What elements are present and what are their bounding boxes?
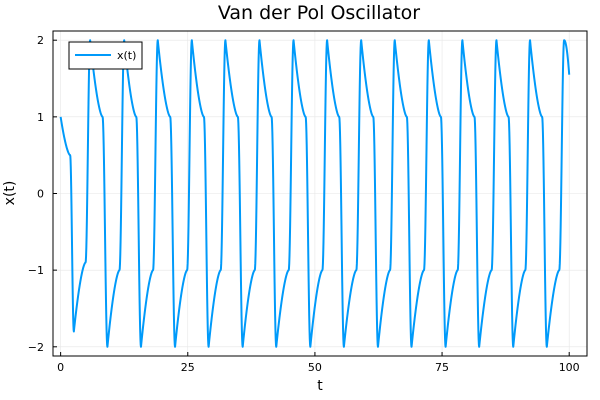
y-axis-title: x(t) bbox=[2, 181, 18, 206]
x-tick-label: 100 bbox=[559, 361, 580, 374]
x-axis-title: t bbox=[317, 378, 323, 394]
legend-label: x(t) bbox=[117, 49, 136, 62]
grid bbox=[53, 31, 587, 356]
y-tick-label: 2 bbox=[37, 34, 44, 47]
x-axis: 0 25 50 75 100 bbox=[57, 352, 580, 374]
y-axis: −2 −1 0 1 2 bbox=[28, 34, 57, 354]
series-line-x-t bbox=[59, 39, 571, 348]
x-tick-label: 25 bbox=[181, 361, 195, 374]
y-tick-label: 0 bbox=[37, 188, 44, 201]
legend: x(t) bbox=[68, 41, 143, 70]
x-tick-label: 50 bbox=[308, 361, 322, 374]
y-tick-label: −1 bbox=[28, 264, 44, 277]
y-tick-label: 1 bbox=[37, 111, 44, 124]
chart-title: Van der Pol Oscillator bbox=[218, 2, 420, 24]
x-tick-label: 0 bbox=[57, 361, 64, 374]
x-tick-label: 75 bbox=[435, 361, 449, 374]
y-tick-label: −2 bbox=[28, 341, 44, 354]
